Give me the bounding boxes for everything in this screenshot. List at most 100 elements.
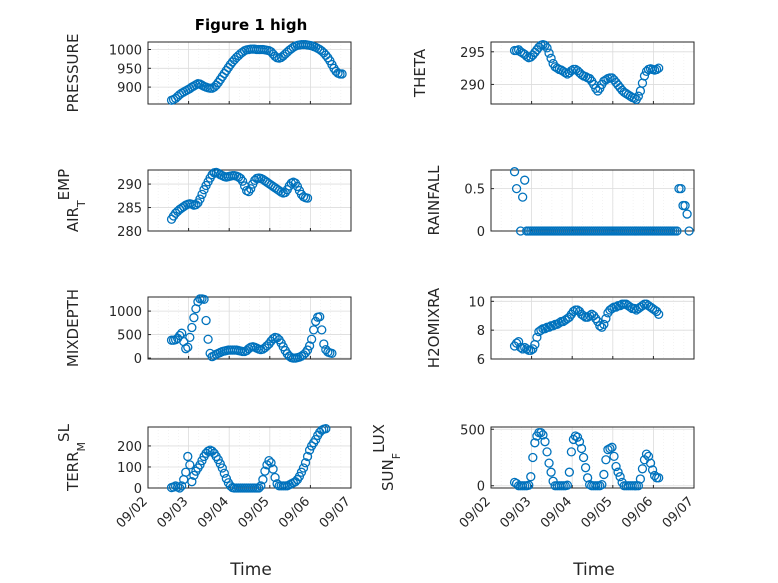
data-point bbox=[509, 167, 520, 177]
data-point bbox=[560, 68, 570, 78]
y-axis-label: H2OMIXRA bbox=[425, 287, 443, 368]
data-point bbox=[593, 86, 603, 96]
y-tick-label: 6 bbox=[477, 353, 485, 368]
data-point bbox=[639, 71, 650, 81]
data-point bbox=[258, 474, 268, 485]
x-tick-label: 09/06 bbox=[276, 494, 313, 531]
data-point bbox=[599, 319, 609, 330]
y-tick-label: 500 bbox=[117, 329, 142, 344]
data-point bbox=[635, 474, 646, 484]
data-point bbox=[564, 467, 575, 477]
data-point bbox=[542, 43, 552, 53]
y-tick-label: 280 bbox=[117, 225, 142, 240]
data-point bbox=[175, 483, 185, 493]
data-point bbox=[302, 451, 313, 462]
data-point bbox=[197, 189, 207, 200]
data-point bbox=[308, 325, 319, 335]
data-point bbox=[572, 432, 583, 442]
data-point bbox=[246, 184, 256, 194]
data-point bbox=[522, 51, 532, 62]
x-tick-label: 09/03 bbox=[497, 494, 534, 531]
data-point bbox=[615, 472, 625, 482]
data-point bbox=[300, 348, 311, 358]
data-point bbox=[609, 451, 619, 462]
x-tick-label: 09/02 bbox=[457, 494, 494, 531]
data-point bbox=[544, 458, 554, 468]
axes-frame bbox=[490, 41, 695, 105]
data-point bbox=[530, 438, 540, 448]
data-point bbox=[540, 437, 550, 447]
x-axis-label-right: Time bbox=[572, 560, 615, 580]
data-point bbox=[181, 467, 191, 477]
y-tick-label: 0 bbox=[477, 480, 485, 495]
y-tick-label: 900 bbox=[117, 81, 142, 96]
data-point bbox=[515, 342, 526, 353]
data-point bbox=[189, 313, 199, 323]
x-tick-label: 09/03 bbox=[154, 494, 191, 531]
data-point bbox=[568, 306, 579, 317]
data-point bbox=[199, 294, 209, 304]
data-point bbox=[676, 183, 686, 194]
data-point bbox=[562, 480, 572, 490]
x-tick-label: 09/05 bbox=[236, 494, 273, 531]
data-point bbox=[582, 473, 593, 483]
data-point bbox=[302, 345, 313, 355]
y-tick-label: 100 bbox=[117, 461, 142, 476]
axes-frame bbox=[147, 296, 352, 360]
y-tick-label: 1000 bbox=[109, 305, 142, 320]
data-point bbox=[576, 443, 587, 454]
data-point bbox=[327, 348, 337, 359]
data-point bbox=[256, 481, 266, 491]
axes-frame bbox=[490, 169, 695, 232]
x-axis-label-left: Time bbox=[229, 560, 272, 580]
data-point bbox=[651, 64, 662, 75]
data-point bbox=[601, 455, 611, 465]
data-point bbox=[526, 472, 536, 482]
data-point bbox=[185, 332, 195, 343]
data-point bbox=[633, 91, 644, 101]
y-tick-label: 500 bbox=[460, 423, 485, 438]
data-point bbox=[542, 447, 552, 457]
y-axis-label: RAINFALL bbox=[425, 165, 443, 236]
data-point bbox=[315, 312, 325, 322]
data-point bbox=[237, 176, 248, 186]
y-tick-label: 200 bbox=[117, 440, 142, 455]
data-point bbox=[217, 463, 227, 473]
data-point bbox=[304, 341, 315, 351]
y-axis-label: THETA bbox=[411, 48, 429, 98]
x-tick-label: 09/06 bbox=[619, 494, 656, 531]
x-tick-label: 09/07 bbox=[317, 494, 354, 531]
subplot-h2omixra: 6 8 10 H2OMIXRA bbox=[425, 287, 695, 368]
data-point bbox=[595, 321, 605, 331]
data-point bbox=[654, 63, 664, 73]
data-point bbox=[298, 463, 309, 473]
data-point bbox=[317, 325, 327, 335]
data-point bbox=[195, 194, 205, 204]
data-point bbox=[524, 480, 534, 490]
y-tick-label: 285 bbox=[117, 202, 142, 217]
y-tick-label: 295 bbox=[460, 46, 485, 61]
y-tick-label: 290 bbox=[460, 78, 485, 93]
y-axis-label: MIXDEPTH bbox=[64, 289, 82, 367]
y-tick-label: 10 bbox=[468, 295, 485, 310]
y-tick-label: 0 bbox=[134, 352, 142, 367]
subplot-air_temp: 280 285 290 AIRTEMP bbox=[55, 167, 352, 240]
data-point bbox=[544, 48, 554, 58]
data-point bbox=[511, 183, 522, 194]
data-point bbox=[185, 460, 195, 470]
data-point bbox=[637, 464, 648, 474]
data-point bbox=[181, 344, 191, 354]
data-point bbox=[680, 200, 690, 211]
data-point bbox=[268, 464, 278, 474]
data-point bbox=[591, 313, 601, 324]
data-point bbox=[546, 53, 556, 63]
data-point bbox=[641, 449, 652, 459]
data-point bbox=[264, 456, 274, 466]
subplot-mixdepth: 0 500 1000 MIXDEPTH bbox=[64, 289, 352, 367]
data-point bbox=[532, 332, 542, 343]
data-point bbox=[538, 430, 548, 440]
subplot-theta: 290 295 THETA bbox=[411, 39, 695, 105]
data-point bbox=[270, 472, 280, 483]
data-point bbox=[613, 80, 623, 90]
